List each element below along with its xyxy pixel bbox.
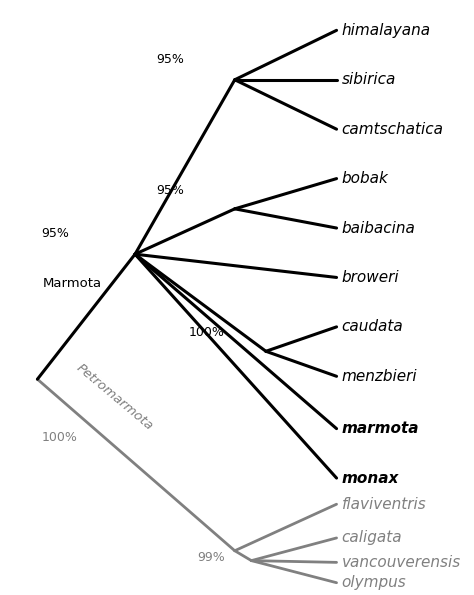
Text: caudata: caudata bbox=[342, 320, 403, 334]
Text: 100%: 100% bbox=[189, 326, 225, 339]
Text: caligata: caligata bbox=[342, 531, 402, 546]
Text: bobak: bobak bbox=[342, 171, 388, 186]
Text: 99%: 99% bbox=[197, 551, 225, 564]
Text: olympus: olympus bbox=[342, 575, 406, 590]
Text: camtschatica: camtschatica bbox=[342, 122, 444, 137]
Text: 95%: 95% bbox=[156, 184, 184, 197]
Text: monax: monax bbox=[342, 471, 399, 486]
Text: sibirica: sibirica bbox=[342, 72, 396, 87]
Text: Marmota: Marmota bbox=[43, 277, 102, 290]
Text: vancouverensis: vancouverensis bbox=[342, 555, 461, 570]
Text: baibacina: baibacina bbox=[342, 221, 415, 236]
Text: marmota: marmota bbox=[342, 421, 419, 436]
Text: 100%: 100% bbox=[42, 431, 77, 444]
Text: Petromarmota: Petromarmota bbox=[73, 361, 155, 433]
Text: 95%: 95% bbox=[156, 53, 184, 66]
Text: himalayana: himalayana bbox=[342, 23, 431, 38]
Text: 95%: 95% bbox=[42, 227, 69, 240]
Text: menzbieri: menzbieri bbox=[342, 369, 417, 384]
Text: flaviventris: flaviventris bbox=[342, 497, 426, 512]
Text: broweri: broweri bbox=[342, 270, 399, 285]
